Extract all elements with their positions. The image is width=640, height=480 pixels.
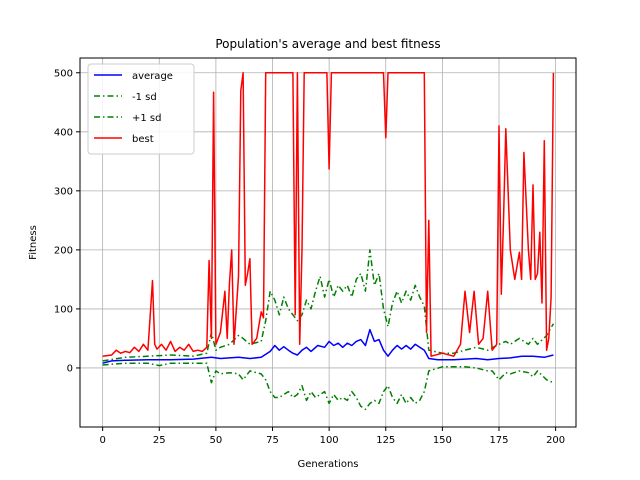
series-line-1-sd (102, 362, 554, 411)
y-tick-label: 0 (67, 363, 73, 374)
legend: average -1 sd +1 sd best (87, 63, 195, 155)
legend-label: best (132, 134, 154, 145)
legend-label: average (132, 71, 173, 82)
x-tick-label: 0 (99, 435, 105, 446)
series-line-best (102, 72, 555, 357)
x-tick-label: 125 (376, 435, 395, 446)
y-tick-label: 200 (54, 245, 73, 256)
legend-label: -1 sd (132, 92, 157, 103)
x-tick-label: 200 (546, 435, 565, 446)
y-tick-label: 100 (54, 304, 73, 315)
ticks: 0 25 50 75 100 125 150 175 200 0 100 200 300 400 500 (54, 68, 565, 446)
x-tick-label: 25 (153, 435, 166, 446)
x-tick-label: 100 (320, 435, 339, 446)
plot-frame (79, 57, 577, 428)
legend-label: +1 sd (132, 113, 161, 124)
y-tick-label: 500 (54, 68, 73, 79)
series-lines (102, 72, 555, 411)
x-tick-label: 75 (266, 435, 279, 446)
x-axis-label: Generations (298, 459, 359, 470)
y-tick-label: 400 (54, 127, 73, 138)
series-line-1-sd (102, 249, 555, 362)
chart-title: Population's average and best fitness (215, 37, 440, 51)
legend-box (87, 63, 195, 155)
y-axis-label: Fitness (28, 225, 39, 260)
x-tick-label: 175 (489, 435, 508, 446)
x-tick-label: 50 (210, 435, 223, 446)
x-tick-label: 150 (433, 435, 452, 446)
series-line-average (102, 328, 554, 364)
y-tick-label: 300 (54, 186, 73, 197)
